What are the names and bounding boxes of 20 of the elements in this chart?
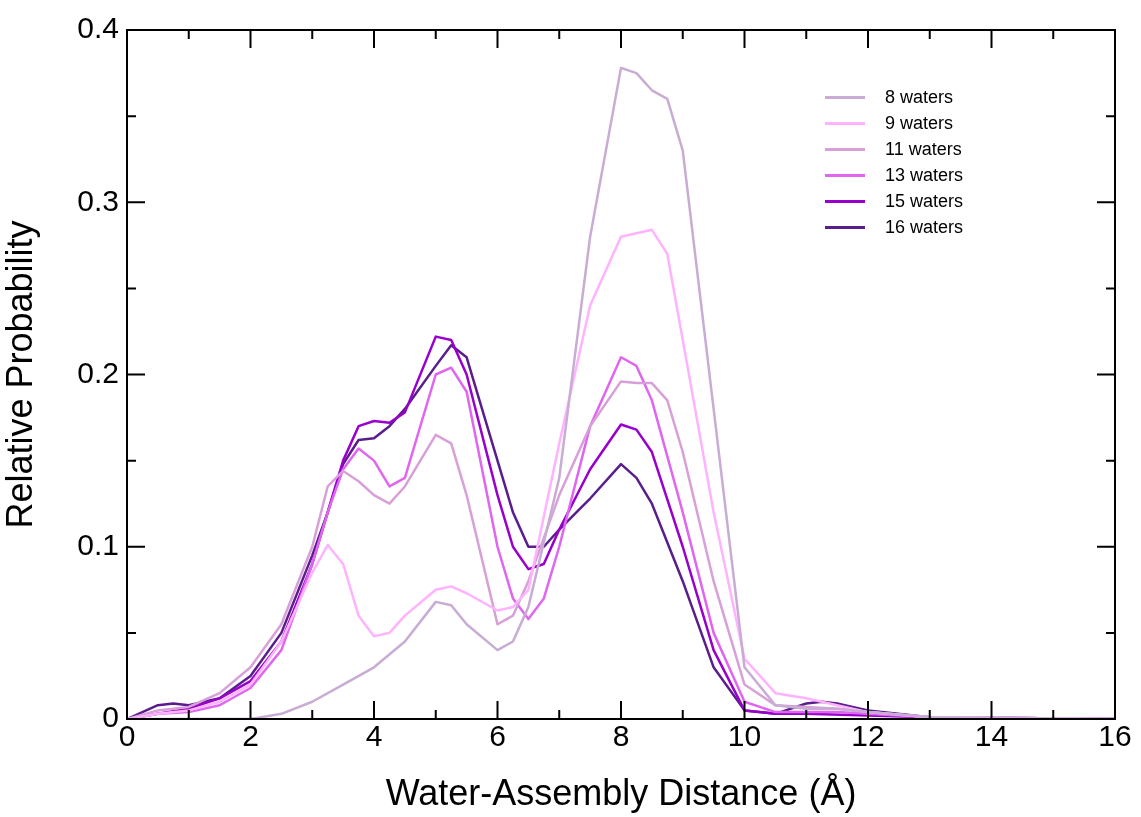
legend-label: 8 waters <box>885 86 954 109</box>
x-tick-label: 10 <box>727 719 762 753</box>
x-tick-label: 14 <box>974 719 1009 753</box>
y-tick-label: 0.2 <box>77 355 119 389</box>
y-tick-label: 0.1 <box>77 528 119 562</box>
y-axis-title: Relative Probability <box>0 220 40 529</box>
y-tick-label: 0.3 <box>77 183 119 217</box>
x-tick-label: 6 <box>489 719 506 753</box>
x-tick-label: 2 <box>242 719 259 753</box>
x-tick-label: 16 <box>1098 719 1132 753</box>
y-tick-label: 0.4 <box>77 11 119 45</box>
x-tick-label: 12 <box>851 719 885 753</box>
legend-label: 11 waters <box>885 138 962 161</box>
legend-label: 13 waters <box>885 164 964 187</box>
legend-label: 9 waters <box>885 112 954 135</box>
x-tick-label: 8 <box>612 719 630 753</box>
x-tick-label: 4 <box>365 719 383 753</box>
legend-label: 16 waters <box>885 216 964 239</box>
x-axis-title: Water-Assembly Distance (Å) <box>385 772 857 814</box>
legend-label: 15 waters <box>885 190 964 213</box>
